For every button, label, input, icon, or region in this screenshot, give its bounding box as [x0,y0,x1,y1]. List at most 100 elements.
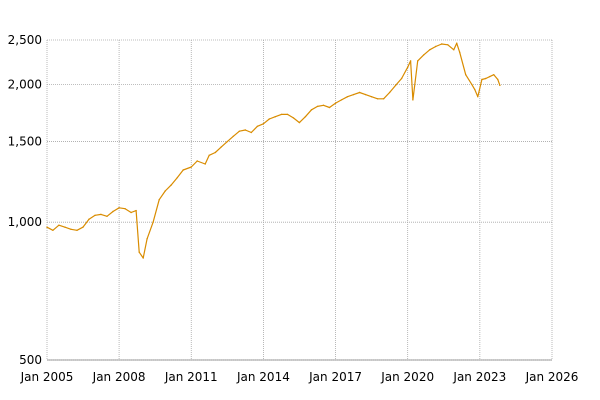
data-point [170,184,172,186]
x-tick-label: Jan 2008 [92,370,146,384]
data-point [322,104,325,107]
data-point [441,43,443,45]
data-point [497,78,499,81]
data-point [226,140,228,143]
data-point [298,121,301,124]
data-point [100,213,102,216]
data-point [447,44,449,46]
data-point [88,218,90,220]
data-point [176,177,178,179]
data-point [477,96,479,98]
series-layer [46,42,501,259]
data-point [423,54,425,56]
data-point [474,88,476,91]
data-point [52,229,54,231]
data-point [292,117,295,119]
data-point [190,166,192,168]
x-tick-label: Jan 2017 [308,370,362,384]
data-point [358,91,361,94]
data-point [76,229,78,231]
data-point [453,49,455,51]
data-point [64,226,66,228]
data-point [481,78,483,81]
data-point [262,123,265,125]
data-point [435,45,437,48]
x-tick-label: Jan 2023 [452,370,506,384]
data-point [256,125,259,128]
data-point [58,224,60,226]
data-point [220,146,222,148]
data-point [394,84,397,87]
y-tick-label: 1,000 [8,215,42,229]
data-point [340,99,343,101]
data-point [456,42,458,44]
data-point [400,77,403,80]
data-point [388,91,391,94]
data-point [138,251,140,253]
data-point [244,129,246,131]
data-point [250,131,252,134]
data-point [182,169,184,171]
data-point [409,60,412,62]
data-point [232,135,234,137]
data-point [135,209,137,212]
x-tick-label: Jan 2005 [20,370,74,384]
y-tick-label: 2,000 [8,77,42,91]
data-point [489,75,491,78]
data-point [274,116,276,118]
data-point [196,160,198,162]
y-tick-label: 500 [19,353,42,367]
x-tick-label: Jan 2020 [380,370,434,384]
data-point [106,215,108,217]
data-point [465,74,467,76]
data-point [459,51,461,53]
data-point [364,93,367,96]
data-point [429,49,431,51]
data-point [417,60,419,62]
data-point [310,109,313,111]
data-point [158,199,160,201]
data-point [471,83,473,86]
y-tick-labels: 500 1,000 1,500 2,000 2,500 [8,33,42,367]
data-point [280,113,283,116]
data-point [268,118,270,120]
x-tick-label: Jan 2014 [236,370,290,384]
data-point [124,208,126,210]
data-point [485,77,487,80]
data-point [376,98,379,100]
data-point [214,151,216,154]
grid [46,39,553,361]
data-point [118,207,120,209]
data-point [499,84,501,87]
data-point [164,190,166,192]
x-tick-label: Jan 2026 [525,370,579,384]
data-point [304,116,307,118]
data-point [152,221,154,223]
data-point [352,93,355,96]
data-point [493,74,495,76]
x-tick-labels: Jan 2005 Jan 2008 Jan 2011 Jan 2014 Jan 2017… [20,370,579,384]
data-point [316,105,319,108]
data-point [146,238,148,240]
data-point [46,226,48,228]
data-point [208,154,210,156]
data-point [130,211,132,214]
data-point [382,98,385,100]
data-point [407,66,409,68]
data-point [370,96,373,98]
data-point [142,257,144,259]
data-point [204,163,206,165]
y-tick-label: 1,500 [8,135,42,149]
data-point [286,113,289,116]
x-tick-label: Jan 2011 [164,370,218,384]
data-point [238,130,241,132]
data-point [112,210,114,213]
y-tick-label: 2,500 [8,33,42,47]
data-point [328,106,331,109]
data-point [334,102,337,104]
data-point [70,228,72,230]
data-point [94,214,96,216]
series-line [46,42,501,259]
